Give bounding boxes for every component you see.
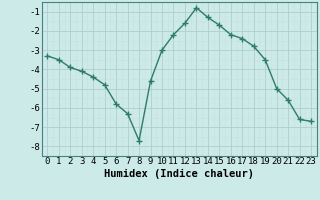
X-axis label: Humidex (Indice chaleur): Humidex (Indice chaleur) [104,169,254,179]
